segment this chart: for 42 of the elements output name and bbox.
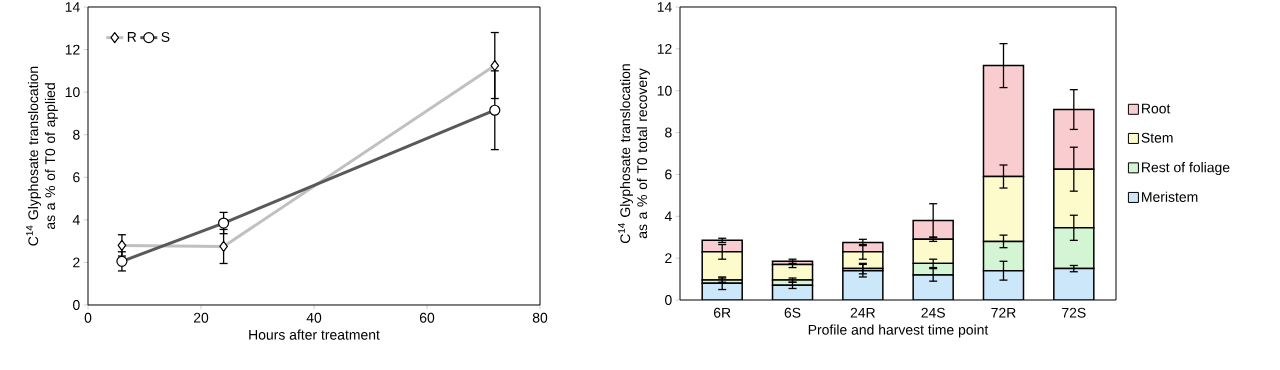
legend-label: Meristem (1142, 191, 1198, 202)
y-tick-label: 0 (665, 295, 672, 305)
y-tick-label: 0 (73, 300, 80, 310)
legend-label: Stem (1141, 132, 1173, 143)
y-tick-label: 10 (657, 85, 672, 96)
x-axis-title: Hours after treatment (249, 329, 380, 340)
y-tick-label: 4 (664, 211, 672, 222)
legend-label: Root (1142, 103, 1171, 114)
x-tick-label: 24S (921, 307, 945, 318)
legend-label: Rest of foliage (1142, 162, 1230, 176)
legend-label: S (161, 32, 170, 42)
bar (912, 274, 954, 300)
y-tick-label: 14 (65, 2, 80, 12)
x-tick-label: 80 (532, 312, 548, 323)
y-tick-label: 2 (73, 257, 80, 268)
legend-label: R (127, 32, 137, 42)
bar (842, 269, 884, 300)
y-axis-title: C$^{14}$ Glyphosate translocation as a % of T0 of applied (26, 66, 58, 246)
bar (701, 282, 743, 300)
x-tick-label: 20 (193, 312, 209, 323)
x-tick-label: 72R (991, 307, 1016, 318)
bar (771, 284, 814, 300)
y-tick-label: 6 (665, 169, 672, 180)
x-tick-label: 40 (306, 312, 322, 323)
y-tick-label: 12 (65, 44, 80, 55)
y-tick-label: 14 (657, 2, 672, 12)
x-tick-label: 6R (713, 307, 731, 318)
x-axis-title: Profile and harvest time point (808, 324, 989, 338)
y-tick-label: 8 (73, 129, 80, 140)
bar (982, 269, 1025, 300)
y-tick-label: 12 (657, 43, 672, 54)
y-tick-label: 2 (665, 253, 672, 264)
x-tick-label: 6S (784, 307, 801, 318)
y-tick-label: 10 (65, 87, 80, 98)
x-tick-label: 60 (419, 312, 435, 323)
y-tick-label: 8 (665, 127, 672, 138)
x-tick-label: 72S (1062, 307, 1086, 318)
y-tick-label: 6 (73, 172, 80, 183)
x-tick-label: 0 (84, 312, 92, 323)
y-tick-label: 4 (72, 215, 80, 225)
bar (1053, 267, 1095, 300)
x-tick-label: 24R (850, 307, 875, 318)
